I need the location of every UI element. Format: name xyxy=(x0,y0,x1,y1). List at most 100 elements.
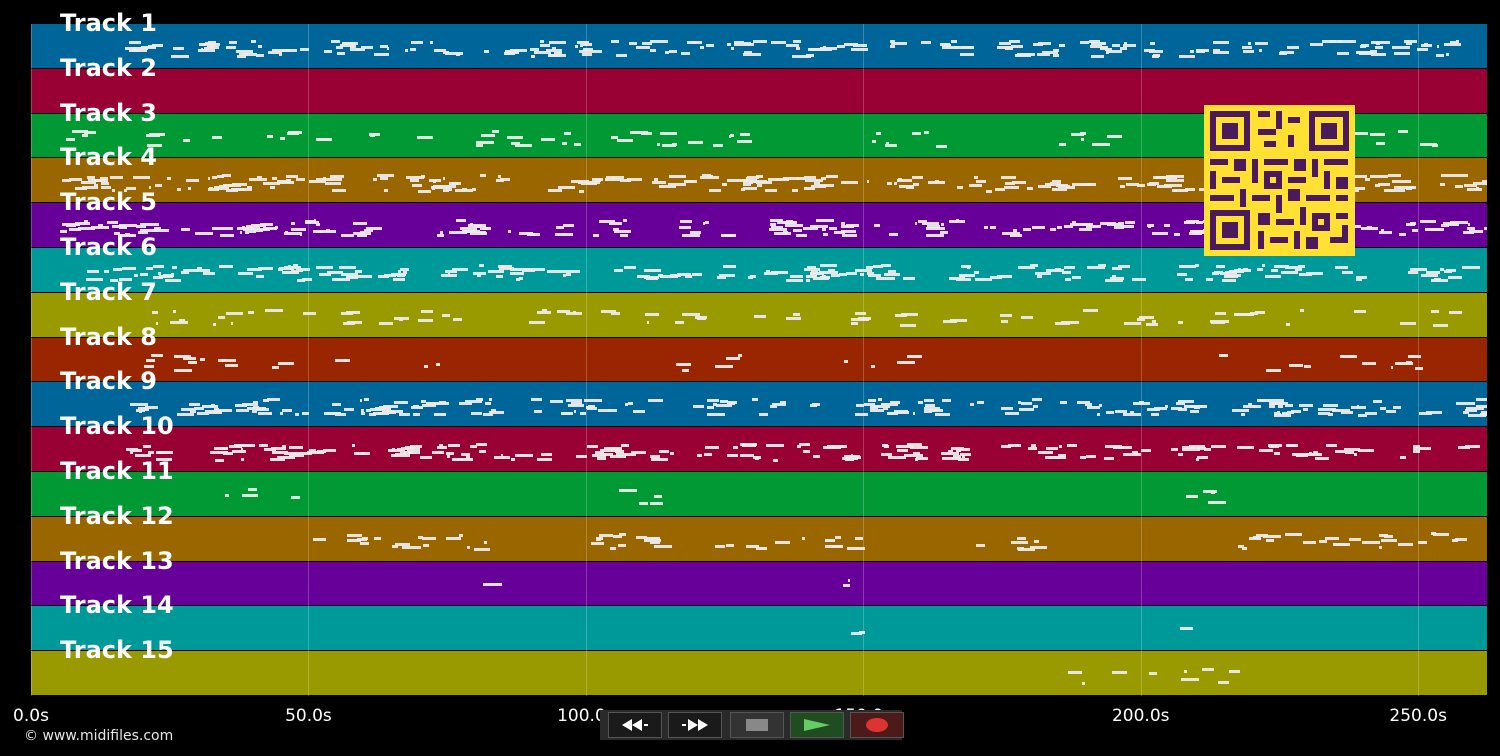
midi-note xyxy=(615,452,628,456)
midi-note xyxy=(776,177,789,181)
midi-note xyxy=(1167,178,1171,182)
midi-note xyxy=(1061,271,1072,275)
midi-note xyxy=(1007,443,1021,447)
midi-note xyxy=(744,51,753,55)
rewind-button[interactable] xyxy=(608,712,662,738)
track-lane[interactable] xyxy=(31,516,1487,561)
track-lane[interactable] xyxy=(31,561,1487,606)
midi-note xyxy=(82,133,88,137)
track-lane[interactable] xyxy=(31,382,1487,427)
record-icon xyxy=(866,718,888,732)
midi-note xyxy=(153,226,162,230)
midi-note xyxy=(1334,450,1345,454)
midi-note xyxy=(528,320,545,324)
midi-note xyxy=(1001,407,1014,411)
midi-note xyxy=(148,185,152,189)
midi-note xyxy=(990,225,997,229)
midi-note xyxy=(515,453,533,457)
midi-note xyxy=(1325,444,1338,448)
midi-note xyxy=(693,404,704,408)
midi-note xyxy=(372,178,378,182)
midi-note xyxy=(1276,411,1281,415)
midi-note xyxy=(677,272,692,276)
midi-note xyxy=(142,408,150,411)
midi-note xyxy=(1424,43,1429,46)
midi-note xyxy=(829,226,837,230)
midi-note xyxy=(337,52,345,56)
midi-note xyxy=(341,234,354,238)
midi-note xyxy=(1153,406,1168,410)
play-button[interactable] xyxy=(790,712,844,738)
midi-note xyxy=(858,631,866,635)
midi-note xyxy=(488,270,504,274)
midi-note xyxy=(204,41,211,45)
midi-note xyxy=(183,269,198,273)
midi-note xyxy=(815,218,834,222)
stop-button[interactable] xyxy=(730,712,784,738)
midi-note xyxy=(564,270,580,274)
midi-note xyxy=(1147,225,1151,229)
midi-note xyxy=(1371,53,1386,57)
midi-note xyxy=(251,410,258,414)
record-button[interactable] xyxy=(850,712,904,738)
midi-note xyxy=(834,231,846,235)
midi-note xyxy=(1111,267,1122,271)
midi-note xyxy=(93,183,99,187)
track-lane[interactable] xyxy=(31,337,1487,382)
midi-note xyxy=(1288,443,1299,447)
midi-note xyxy=(1449,220,1468,224)
midi-note xyxy=(1458,446,1470,450)
midi-note xyxy=(1355,132,1369,136)
midi-note xyxy=(103,269,109,273)
midi-note xyxy=(1004,182,1016,186)
midi-note xyxy=(214,458,225,462)
midi-note xyxy=(201,42,205,46)
midi-note xyxy=(118,277,132,281)
time-tick-label: 200.0s xyxy=(1111,706,1170,726)
track-lane[interactable] xyxy=(31,651,1487,695)
midi-note xyxy=(617,449,624,453)
midi-note xyxy=(86,176,95,180)
midi-note xyxy=(588,405,596,409)
midi-note xyxy=(547,189,563,193)
midi-note xyxy=(779,400,786,404)
midi-note xyxy=(474,547,491,551)
midi-note xyxy=(722,183,728,187)
midi-note xyxy=(282,409,292,413)
midi-note xyxy=(1242,45,1252,49)
midi-note xyxy=(445,188,453,192)
midi-note xyxy=(78,226,95,230)
midi-note xyxy=(1419,412,1432,416)
midi-note xyxy=(216,175,225,179)
midi-note xyxy=(181,227,190,231)
midi-note xyxy=(1323,404,1338,408)
time-gridline xyxy=(31,24,32,696)
fast-forward-button[interactable] xyxy=(668,712,722,738)
track-lane[interactable] xyxy=(31,606,1487,651)
midi-note xyxy=(924,403,936,407)
midi-note xyxy=(1215,264,1226,268)
midi-note xyxy=(1321,39,1336,43)
track-lane[interactable] xyxy=(31,472,1487,516)
midi-note xyxy=(1192,229,1209,233)
midi-note xyxy=(401,446,409,450)
midi-note xyxy=(243,228,250,232)
midi-note xyxy=(658,185,676,189)
midi-note xyxy=(1189,444,1205,448)
midi-note xyxy=(1103,456,1115,460)
midi-note xyxy=(232,182,248,186)
midi-note xyxy=(158,450,173,454)
midi-note xyxy=(842,584,851,588)
midi-note xyxy=(255,54,265,58)
midi-note xyxy=(499,266,514,270)
midi-note xyxy=(1093,225,1101,229)
midi-note xyxy=(714,544,726,548)
time-gridline xyxy=(1418,24,1420,696)
midi-note xyxy=(124,189,128,193)
track-lane[interactable] xyxy=(31,292,1487,337)
midi-note xyxy=(1195,263,1199,267)
midi-note xyxy=(1020,401,1033,405)
track-lane[interactable] xyxy=(31,427,1487,471)
track-lane[interactable] xyxy=(31,24,1487,68)
midi-note xyxy=(140,273,149,277)
